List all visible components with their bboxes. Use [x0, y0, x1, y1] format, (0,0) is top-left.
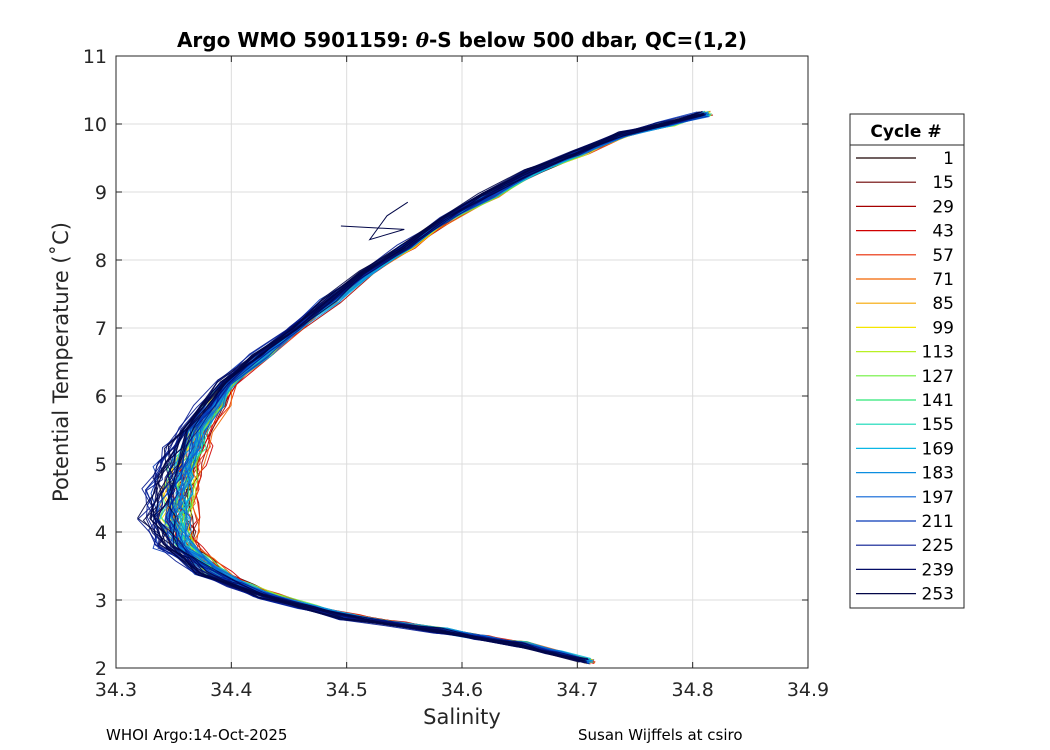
- legend-label: 99: [932, 318, 954, 338]
- legend-entries: 1 15 29 43 57 71 85 99 113 127 141 155 169 183 197 211 2…: [856, 149, 954, 605]
- legend-label: 155: [922, 415, 954, 435]
- footer-right: Susan Wijffels at csiro: [578, 726, 743, 744]
- profile-line: [150, 114, 703, 664]
- y-axis-label: Potential Temperature (˚C): [49, 222, 73, 502]
- chart-title: Argo WMO 5901159: θ-S below 500 dbar, QC…: [177, 28, 747, 52]
- outlier-trace: [340, 201, 409, 241]
- x-axis-ticks: 34.3 34.4 34.5 34.6 34.7 34.8 34.9: [95, 56, 829, 701]
- y-tick-label: 2: [95, 658, 107, 680]
- legend-label: 1: [943, 149, 954, 169]
- y-tick-label: 3: [95, 590, 107, 612]
- profile-lines: [136, 110, 714, 665]
- x-tick-label: 34.8: [672, 679, 714, 701]
- legend-label: 141: [922, 391, 954, 411]
- legend-box: [849, 113, 965, 609]
- legend-label: 29: [932, 197, 954, 217]
- x-tick-label: 34.9: [787, 679, 829, 701]
- legend-label: 211: [922, 512, 954, 532]
- legend-label: 197: [922, 488, 954, 508]
- chart-title-suffix: -S below 500 dbar, QC=(1,2): [429, 28, 747, 52]
- y-tick-label: 7: [95, 318, 107, 340]
- legend-label: 43: [932, 222, 954, 242]
- x-axis-label: Salinity: [423, 705, 501, 729]
- chart-title-prefix: Argo WMO 5901159:: [177, 28, 416, 52]
- legend-label: 225: [922, 536, 954, 556]
- legend-label: 113: [922, 343, 954, 363]
- legend-title: Cycle #: [870, 122, 941, 142]
- legend-label: 253: [922, 585, 954, 605]
- y-axis-ticks: 2 3 4 5 6 7 8 9 10 11: [83, 46, 808, 680]
- footer-left: WHOI Argo:14-Oct-2025: [106, 726, 288, 744]
- legend-label: 85: [932, 294, 954, 314]
- y-tick-label: 8: [95, 250, 107, 272]
- profile-line: [142, 113, 704, 662]
- legend-label: 127: [922, 367, 954, 387]
- legend-label: 71: [932, 270, 954, 290]
- legend: Cycle # 1 15 29 43 57 71 85 99 113 127 141 155 169 18…: [849, 113, 965, 609]
- x-tick-label: 34.6: [441, 679, 483, 701]
- y-tick-label: 11: [83, 46, 107, 68]
- x-tick-label: 34.5: [326, 679, 368, 701]
- chart-title-theta: θ: [416, 28, 430, 52]
- legend-label: 15: [932, 173, 954, 193]
- legend-label: 169: [922, 439, 954, 459]
- y-tick-label: 6: [95, 386, 107, 408]
- x-tick-label: 34.4: [210, 679, 252, 701]
- legend-label: 183: [922, 464, 954, 484]
- y-tick-label: 9: [95, 182, 107, 204]
- x-tick-label: 34.3: [95, 679, 137, 701]
- y-tick-label: 10: [83, 114, 107, 136]
- legend-label: 239: [922, 560, 954, 580]
- x-tick-label: 34.7: [556, 679, 598, 701]
- y-tick-label: 4: [95, 522, 107, 544]
- y-tick-label: 5: [95, 454, 107, 476]
- legend-label: 57: [932, 246, 954, 266]
